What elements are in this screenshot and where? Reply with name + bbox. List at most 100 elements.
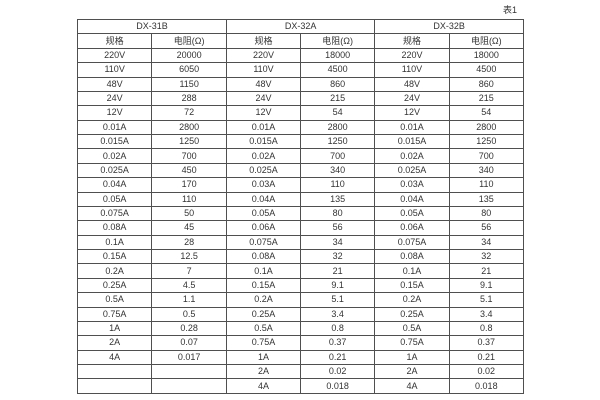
table-cell: 28 xyxy=(151,234,227,251)
table-cell: 1A xyxy=(226,349,301,366)
table-cell: 0.01A xyxy=(76,119,153,136)
table-cell: 56 xyxy=(299,220,376,236)
table-cell: 1250 xyxy=(299,133,376,150)
table-cell: 110 xyxy=(151,191,227,207)
table-cell: 12.5 xyxy=(151,248,227,265)
table-cell: 21 xyxy=(448,263,525,279)
table-cell: 0.75A xyxy=(76,306,153,322)
table-cell: 0.05A xyxy=(76,191,153,207)
table-cell: 0.025A xyxy=(226,162,301,179)
table-cell: 0.015A xyxy=(226,133,301,150)
table-cell: 0.05A xyxy=(374,205,450,222)
table-caption: 表1 xyxy=(503,5,518,15)
table-cell: 0.01A xyxy=(226,119,301,136)
table-cell: 0.018 xyxy=(299,378,376,394)
table-cell: 0.075A xyxy=(76,205,153,222)
table-cell: 0.37 xyxy=(448,335,525,351)
table-cell: 0.04A xyxy=(226,191,301,207)
table-cell: 12V xyxy=(76,105,153,121)
table-cell: 0.017 xyxy=(151,349,227,366)
table-cell: 54 xyxy=(448,105,525,121)
table-cell: 0.02A xyxy=(374,148,450,164)
table-cell: 50 xyxy=(151,205,227,222)
table-cell: 0.015A xyxy=(374,133,450,150)
table-cell: 3.4 xyxy=(448,306,525,322)
table-cell: 54 xyxy=(299,105,376,121)
table-row: 0.015A 1250 0.015A 1250 0.015A 1250 xyxy=(76,133,525,150)
table-cell: 12V xyxy=(226,105,301,121)
table-row: 0.5A 1.1 0.2A 5.1 0.2A 5.1 xyxy=(76,292,525,308)
table-cell: 48V xyxy=(76,76,153,92)
table-cell: 0.075A xyxy=(374,234,450,251)
column-header-spec: 规格 xyxy=(374,33,450,49)
table-row: 0.04A 170 0.03A 110 0.03A 110 xyxy=(76,177,525,193)
table-cell: 170 xyxy=(151,177,227,193)
table-row: 48V 1150 48V 860 48V 860 xyxy=(76,76,525,92)
table-cell: 32 xyxy=(299,248,376,265)
table-cell: 0.075A xyxy=(226,234,301,251)
table-row: 2A 0.07 0.75A 0.37 0.75A 0.37 xyxy=(76,335,525,351)
table-cell: 4500 xyxy=(299,62,376,78)
table-cell: 0.03A xyxy=(226,177,301,193)
table-cell: 0.15A xyxy=(226,277,301,294)
table-cell: 4500 xyxy=(448,62,525,78)
table-cell: 860 xyxy=(448,76,525,92)
table-cell: 135 xyxy=(299,191,376,207)
table-cell: 0.2A xyxy=(374,292,450,308)
table-cell xyxy=(76,378,153,394)
table-cell: 3.4 xyxy=(299,306,376,322)
table-cell: 0.8 xyxy=(299,320,376,337)
table-cell: 5.1 xyxy=(448,292,525,308)
table-cell: 7 xyxy=(151,263,227,279)
table-cell: 0.21 xyxy=(299,349,376,366)
table-row: 24V 288 24V 215 24V 215 xyxy=(76,90,525,107)
table-cell: 4A xyxy=(374,378,450,394)
table-row: 2A 0.02 2A 0.02 xyxy=(76,363,525,380)
table-cell: 1150 xyxy=(151,76,227,92)
table-cell: 0.21 xyxy=(448,349,525,366)
table-cell: 0.2A xyxy=(226,292,301,308)
table-row: 220V 20000 220V 18000 220V 18000 xyxy=(76,47,525,64)
table-cell: 72 xyxy=(151,105,227,121)
table-cell: 0.5A xyxy=(374,320,450,337)
table-cell: 2800 xyxy=(151,119,227,136)
table-cell: 0.02 xyxy=(299,363,376,380)
table-cell: 220V xyxy=(76,47,153,64)
column-header-resistance: 电阻(Ω) xyxy=(151,33,227,49)
table-row: 4A 0.017 1A 0.21 1A 0.21 xyxy=(76,349,525,366)
table-cell: 5.1 xyxy=(299,292,376,308)
table-cell: 2A xyxy=(374,363,450,380)
table-cell: 860 xyxy=(299,76,376,92)
table-cell: 1250 xyxy=(448,133,525,150)
table-cell: 18000 xyxy=(299,47,376,64)
table-cell: 0.06A xyxy=(226,220,301,236)
table-cell: 215 xyxy=(448,90,525,107)
table-cell: 80 xyxy=(448,205,525,222)
table-cell: 0.1A xyxy=(226,263,301,279)
table-row: 0.15A 12.5 0.08A 32 0.08A 32 xyxy=(76,248,525,265)
table-cell: 0.04A xyxy=(374,191,450,207)
table-cell xyxy=(151,378,227,394)
table-cell: 0.05A xyxy=(226,205,301,222)
table-cell: 0.015A xyxy=(76,133,153,150)
table-cell: 0.04A xyxy=(76,177,153,193)
table-cell xyxy=(151,363,227,380)
column-header-resistance: 电阻(Ω) xyxy=(448,33,525,49)
table-cell: 0.08A xyxy=(226,248,301,265)
group-header-row: DX-31B DX-32A DX-32B xyxy=(77,18,525,35)
table-cell: 0.08A xyxy=(374,248,450,265)
table-cell: 110V xyxy=(374,62,450,78)
table-cell: 288 xyxy=(151,90,227,107)
table-row: 0.075A 50 0.05A 80 0.05A 80 xyxy=(76,205,525,222)
table-cell: 0.02A xyxy=(76,148,153,164)
table-cell: 0.5 xyxy=(151,306,227,322)
table-row: 0.02A 700 0.02A 700 0.02A 700 xyxy=(76,148,525,164)
table-cell: 1.1 xyxy=(151,292,227,308)
table-row: 4A 0.018 4A 0.018 xyxy=(76,378,525,394)
table-cell: 110V xyxy=(226,62,301,78)
table-cell: 4.5 xyxy=(151,277,227,294)
table-cell: 2800 xyxy=(299,119,376,136)
table-cell: 1A xyxy=(76,320,153,337)
table-row: 12V 72 12V 54 12V 54 xyxy=(76,105,525,121)
table-cell: 0.1A xyxy=(76,234,153,251)
